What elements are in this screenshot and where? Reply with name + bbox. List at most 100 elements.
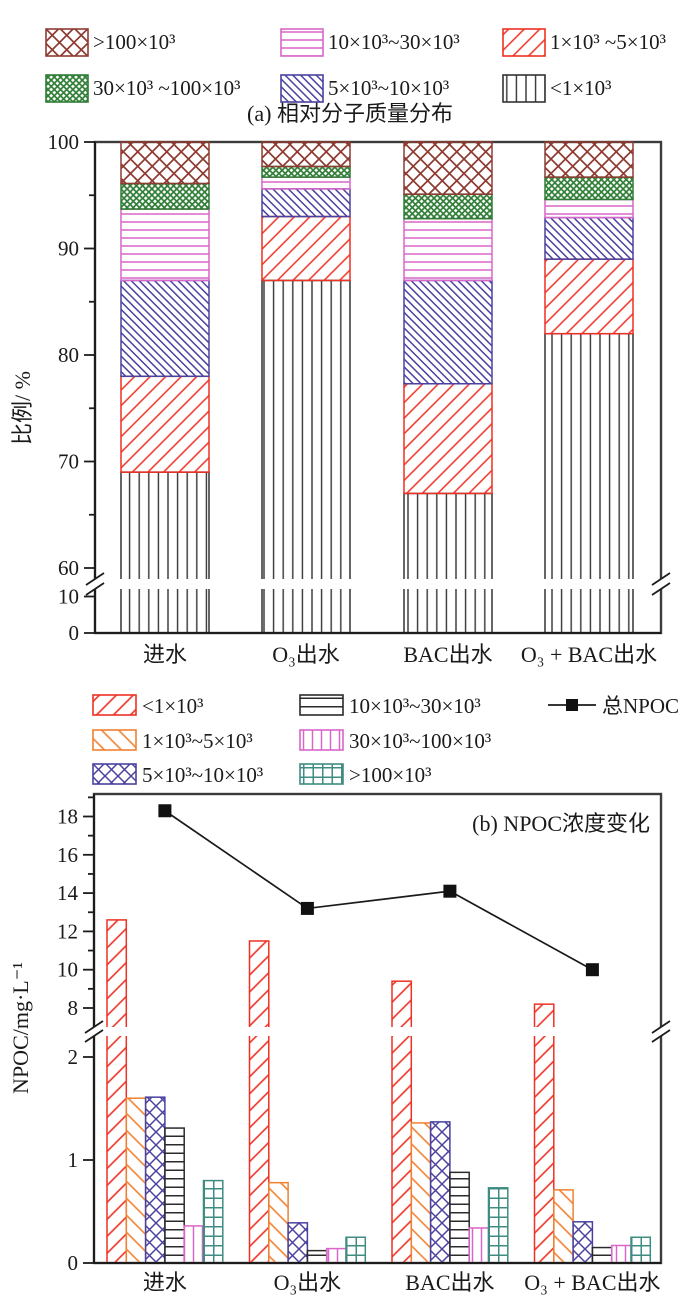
legend-swatch-rect (45, 28, 89, 57)
bar-segment (403, 492, 493, 634)
bar (630, 1236, 652, 1264)
y-tick-label: 90 (58, 237, 79, 261)
legend-swatch-rect (299, 763, 344, 785)
axis-break-mark (651, 572, 671, 586)
npoc-line (164, 810, 593, 971)
legend-swatch-rect (502, 74, 546, 103)
y-tick-label: 14 (57, 881, 79, 905)
y-tick-label: 2 (68, 1045, 79, 1069)
legend-swatch (92, 729, 137, 751)
legend-item-label: 1×10³ ~5×10³ (550, 30, 666, 54)
npoc-marker (585, 963, 599, 977)
legend-swatch (280, 28, 324, 57)
category-label: O₃出水 (274, 1270, 342, 1295)
legend-swatch (45, 28, 89, 57)
bar-segment (403, 383, 493, 495)
bar-segment (544, 141, 634, 178)
bar (287, 1222, 309, 1264)
bar-segment (544, 176, 634, 201)
legend-swatch (92, 694, 137, 716)
legend-item-label: 10×10³~30×10³ (328, 30, 460, 54)
bar-segment (261, 279, 351, 634)
legend-swatch (502, 28, 546, 57)
bar-segment (261, 215, 351, 282)
bar-segment (403, 279, 493, 385)
legend-swatch-rect (45, 74, 89, 103)
bar (144, 1096, 166, 1264)
category-label: 进水 (143, 1270, 187, 1295)
y-tick-label: 80 (58, 343, 79, 367)
bar-segment (261, 188, 351, 218)
y-axis-title: NPOC/mg·L⁻¹ (8, 962, 33, 1094)
category-label: 进水 (143, 642, 187, 667)
legend-item-label: 30×10³~100×10³ (349, 729, 492, 753)
legend-item-label: >100×10³ (349, 763, 432, 787)
legend-swatch (502, 74, 546, 103)
axis-break-mark (651, 1020, 671, 1034)
y-tick-label: 0 (68, 1251, 79, 1275)
legend-swatch (299, 729, 344, 751)
legend-swatch (299, 763, 344, 785)
chart-b-title: (b) NPOC浓度变化 (472, 811, 650, 836)
legend-swatch-rect (299, 729, 344, 751)
bar (610, 1244, 632, 1264)
bar (572, 1221, 594, 1264)
bar (487, 1187, 509, 1264)
axis-break-mark (85, 572, 105, 586)
legend-swatch (92, 763, 137, 785)
bar (164, 1127, 185, 1264)
legend-swatch-rect (502, 28, 546, 57)
legend-item-label: >100×10³ (93, 30, 176, 54)
legend-swatch-rect (92, 763, 137, 785)
bar (391, 980, 413, 1264)
axis-break-gap (91, 1027, 664, 1036)
legend-item-label: 1×10³~5×10³ (142, 729, 253, 753)
legend-swatch-rect (92, 729, 137, 751)
bar (410, 1122, 432, 1264)
bar (449, 1171, 470, 1264)
bar (106, 919, 128, 1264)
bar-segment (261, 141, 351, 168)
legend-npoc-marker (566, 699, 578, 711)
bar-segment (120, 471, 210, 634)
category-label: O₃出水 (272, 642, 340, 667)
bar (429, 1121, 451, 1264)
bar (183, 1225, 205, 1264)
npoc-marker (300, 901, 314, 915)
y-tick-label: 10 (57, 958, 78, 982)
legend-item-label: 10×10³~30×10³ (349, 694, 481, 718)
bar-segment (120, 141, 210, 185)
bar (533, 1003, 555, 1264)
axis-break-mark (85, 582, 105, 596)
bar (553, 1189, 574, 1264)
legend-item-label: 5×10³~10×10³ (142, 763, 264, 787)
legend-item-label: 30×10³ ~100×10³ (93, 76, 241, 100)
npoc-marker (158, 804, 172, 818)
bar-segment (544, 258, 634, 335)
legend-swatch-rect (280, 74, 324, 103)
bar (468, 1227, 490, 1264)
y-tick-label: 10 (58, 585, 79, 609)
axis-break-mark (84, 1020, 104, 1034)
axis-break-gap (92, 579, 664, 589)
bar (125, 1097, 147, 1264)
y-tick-label: 8 (68, 996, 79, 1020)
bar (325, 1247, 347, 1264)
chart-a-plot: 60 70 80 90 100 0 10 进水 O₃出水 BAC出水 O₃ + BAC出水 比例/ % (10, 130, 671, 667)
bar-segment (261, 176, 351, 190)
axis-break-mark (651, 582, 671, 596)
y-tick-label: 16 (57, 843, 78, 867)
bar (591, 1246, 613, 1264)
bar-segment (403, 193, 493, 220)
axis-break-mark (651, 1029, 671, 1043)
legend-item-label: <1×10³ (142, 694, 204, 718)
legend-swatch-rect (299, 694, 344, 716)
npoc-marker (443, 884, 457, 898)
category-label: BAC出水 (403, 642, 492, 667)
y-tick-label: 60 (58, 556, 79, 580)
legend-item-label: 5×10³~10×10³ (328, 76, 450, 100)
y-tick-label: 100 (48, 130, 80, 154)
category-label: BAC出水 (405, 1270, 494, 1295)
